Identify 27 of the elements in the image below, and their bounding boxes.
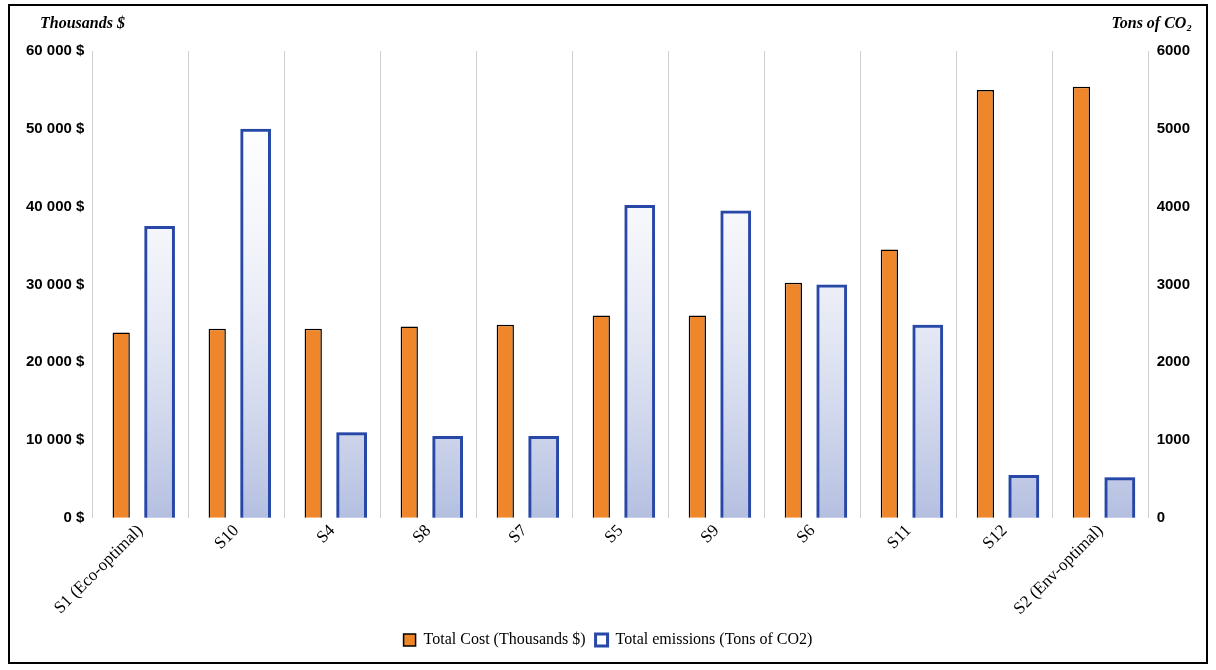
y2-tick-label: 4000 [1156,196,1191,214]
y2-tick-label: 0 [1156,507,1165,525]
legend-label: Total Cost (Thousands $) [423,630,586,649]
y-tick-label: 40 000 $ [26,196,86,214]
y2-tick-label: 6000 [1156,41,1191,59]
y2-tick-label: 5000 [1156,118,1191,136]
y2-tick-label: 3000 [1156,274,1191,292]
y-tick-label: 50 000 $ [26,118,86,136]
x-tick-label: S4 [312,520,339,547]
x-tick-label: S6 [792,520,819,547]
y-tick-label: 60 000 $ [26,41,86,59]
x-tick-label: S10 [210,520,243,553]
x-tick-label: S11 [882,520,915,553]
y-axis-title: Thousands $ [40,14,125,32]
y2-tick-label: 2000 [1156,352,1191,370]
x-tick-label: S9 [696,520,723,547]
x-tick-label: S12 [978,520,1011,553]
y-tick-label: 10 000 $ [26,430,86,448]
y-tick-label: 20 000 $ [26,352,86,370]
x-tick-label: S8 [408,520,435,547]
y2-tick-label: 1000 [1156,430,1191,448]
x-tick-label: S7 [504,520,531,547]
legend-label: Total emissions (Tons of CO2) [615,630,813,649]
y2-axis-title: Tons of CO₂ [1111,14,1192,32]
y-tick-label: 30 000 $ [26,274,86,292]
x-tick-label: S5 [600,520,627,547]
y-tick-label: 0 $ [63,507,86,525]
